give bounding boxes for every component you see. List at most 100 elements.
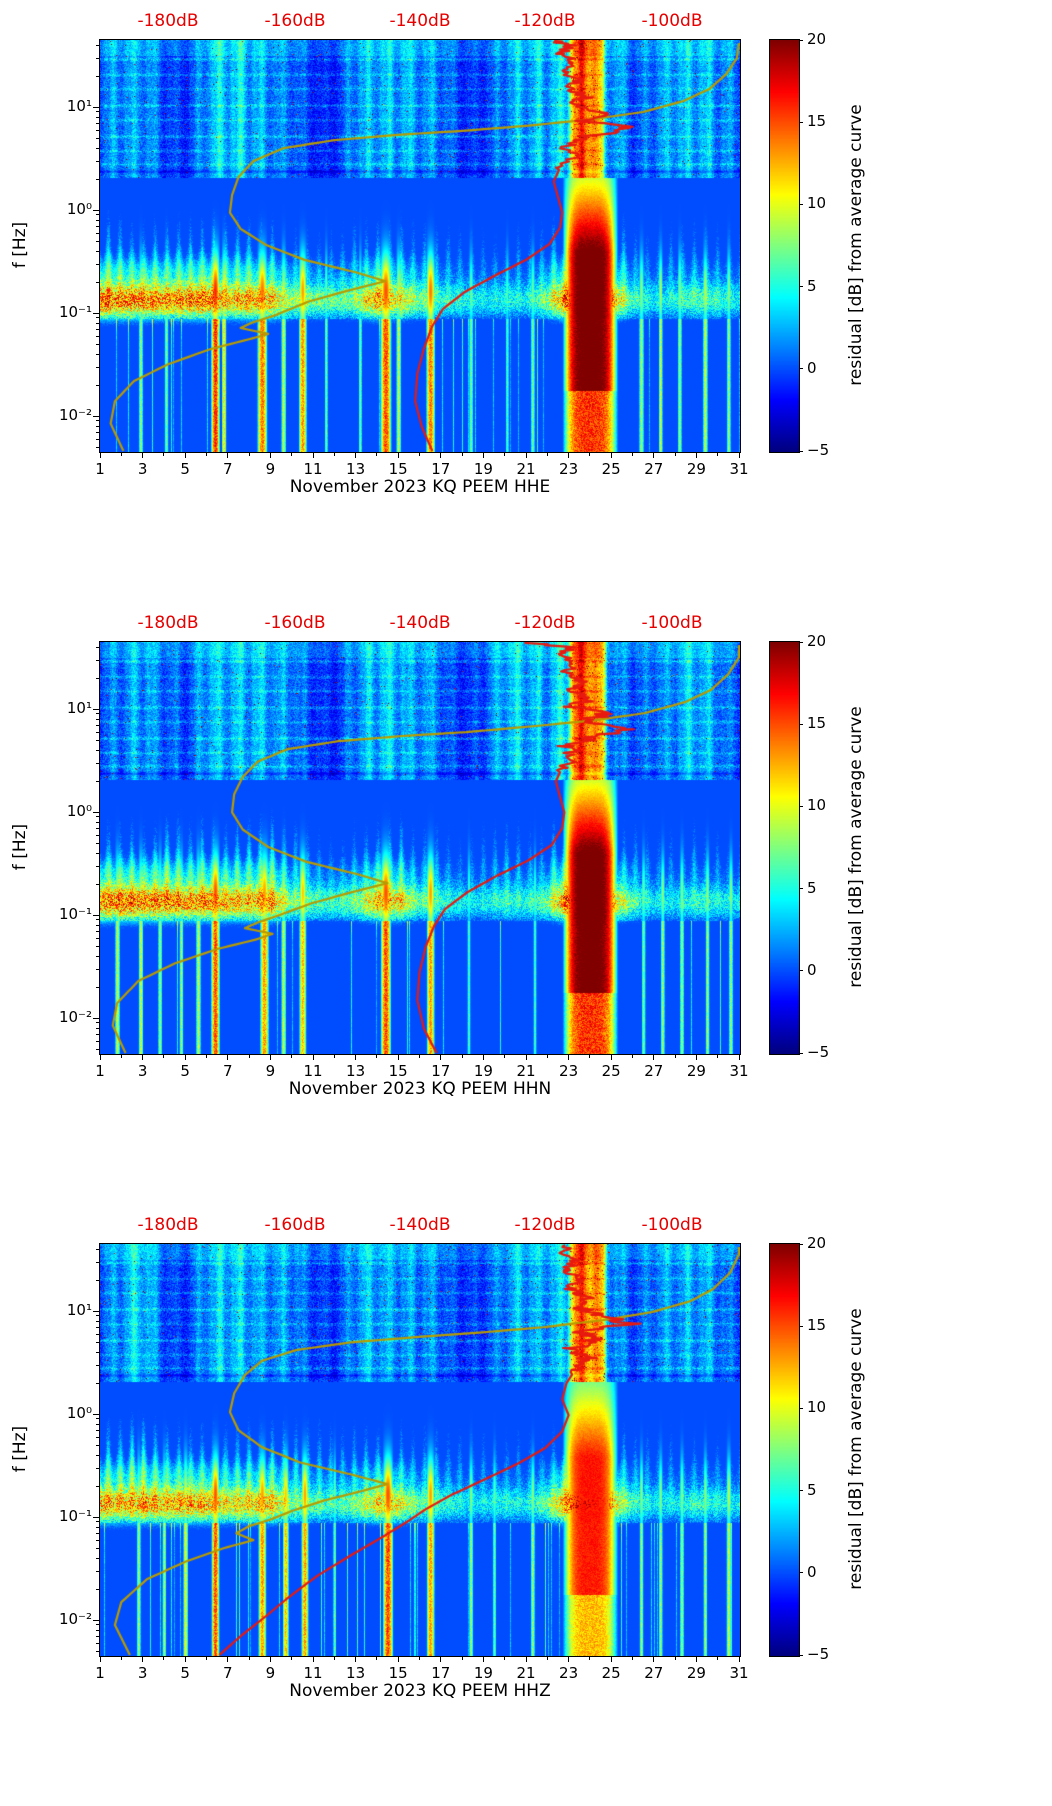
y-tick-label: 10⁰ [66, 200, 92, 218]
colorbar-hhz [769, 1243, 800, 1657]
plot-area-hhn [99, 641, 741, 1055]
x-tick-label: 31 [729, 460, 749, 478]
x-tick-label: 1 [95, 1664, 105, 1682]
x-tick-label: 31 [729, 1664, 749, 1682]
x-tick-label: 11 [303, 1664, 323, 1682]
colorbar-label: residual [dB] from average curve [846, 104, 866, 386]
x-tick-label: 15 [388, 1062, 408, 1080]
colorbar-tick-label: −5 [807, 1043, 830, 1061]
colorbar-gradient [770, 642, 799, 1054]
y-tick-label: 10⁰ [66, 802, 92, 820]
colorbar-label: residual [dB] from average curve [846, 706, 866, 988]
colorbar-tick-label: 10 [807, 1398, 827, 1417]
spectrogram-heatmap-hhe [100, 40, 740, 452]
x-tick-label: 3 [137, 1664, 148, 1682]
x-tick-label: 27 [644, 460, 664, 478]
colorbar-tick-label: 10 [807, 796, 827, 815]
x-tick-label: 29 [686, 460, 706, 478]
x-tick-label: 27 [644, 1062, 664, 1080]
x-tick-label: 13 [346, 1062, 366, 1080]
top-axis-db-label: -100dB [641, 11, 703, 31]
x-tick-label: 9 [265, 460, 276, 478]
x-tick-label: 23 [559, 1664, 579, 1682]
colorbar-gradient [770, 40, 799, 452]
spectrogram-panel-hhz: f [Hz] 10¹ 10⁰ 10⁻¹ 10⁻² -180dB -160dB -… [0, 1204, 1052, 1806]
x-tick-label: 19 [473, 1664, 493, 1682]
x-tick-label: 25 [601, 1664, 621, 1682]
x-tick-label: 11 [303, 460, 323, 478]
y-tick-label: 10⁻² [58, 1008, 92, 1026]
x-tick-label: 9 [265, 1664, 276, 1682]
x-tick-label: 23 [559, 460, 579, 478]
x-tick-label: 31 [729, 1062, 749, 1080]
x-tick-label: 7 [223, 1062, 233, 1080]
colorbar-tick-label: 20 [807, 1234, 827, 1252]
x-tick-label: 29 [686, 1062, 706, 1080]
x-tick-label: 15 [388, 460, 408, 478]
y-tick-label: 10¹ [66, 699, 92, 717]
y-tick-label: 10⁰ [66, 1404, 92, 1422]
x-axis-label-hhn: November 2023 KQ PEEM HHN [288, 1079, 552, 1099]
colorbar-tick-label: 15 [807, 1316, 827, 1335]
y-axis-label: f [Hz] [10, 221, 30, 269]
x-tick-label: 11 [303, 1062, 323, 1080]
x-tick-label: 25 [601, 1062, 621, 1080]
colorbar-tick-label: 20 [807, 632, 827, 650]
x-tick-label: 3 [137, 1062, 148, 1080]
x-tick-label: 21 [516, 460, 536, 478]
spectrogram-panel-hhe: f [Hz] 10¹ 10⁰ 10⁻¹ 10⁻² -180dB -160dB -… [0, 0, 1052, 602]
y-tick-label: 10⁻¹ [58, 303, 92, 321]
x-tick-label: 5 [180, 1664, 190, 1682]
colorbar-tick-label: 5 [807, 276, 817, 295]
x-axis-label-hhz: November 2023 KQ PEEM HHZ [289, 1681, 551, 1701]
colorbar-tick-label: −5 [807, 1645, 830, 1663]
x-tick-label: 13 [346, 460, 366, 478]
x-tick-label: 25 [601, 460, 621, 478]
colorbar-tick-label: 0 [807, 358, 817, 377]
colorbar-tick-label: 0 [807, 1562, 817, 1581]
top-axis-db-label: -180dB [137, 613, 199, 633]
x-tick-label: 27 [644, 1664, 664, 1682]
x-axis-label-hhe: November 2023 KQ PEEM HHE [289, 477, 551, 497]
plot-area-hhz [99, 1243, 741, 1657]
y-tick-label: 10⁻¹ [58, 905, 92, 923]
x-tick-label: 21 [516, 1062, 536, 1080]
x-tick-label: 17 [431, 1664, 451, 1682]
top-axis-db-label: -100dB [641, 1215, 703, 1235]
x-tick-label: 21 [516, 1664, 536, 1682]
top-axis-db-label: -120dB [514, 613, 576, 633]
top-axis-db-label: -140dB [389, 613, 451, 633]
x-tick-label: 23 [559, 1062, 579, 1080]
x-tick-label: 17 [431, 460, 451, 478]
colorbar-gradient [770, 1244, 799, 1656]
top-axis-db-label: -140dB [389, 11, 451, 31]
x-tick-label: 9 [265, 1062, 276, 1080]
x-tick-label: 7 [223, 1664, 233, 1682]
colorbar-tick-label: 5 [807, 1480, 817, 1499]
colorbar-hhn [769, 641, 800, 1055]
top-axis-db-label: -140dB [389, 1215, 451, 1235]
x-tick-label: 17 [431, 1062, 451, 1080]
spectrogram-heatmap-hhz [100, 1244, 740, 1656]
x-tick-label: 13 [346, 1664, 366, 1682]
y-tick-label: 10¹ [66, 97, 92, 115]
y-tick-label: 10¹ [66, 1301, 92, 1319]
top-axis-db-label: -120dB [514, 1215, 576, 1235]
top-axis-db-label: -160dB [264, 11, 326, 31]
y-axis-label: f [Hz] [10, 823, 30, 871]
colorbar-tick-label: 0 [807, 960, 817, 979]
top-axis-db-label: -180dB [137, 11, 199, 31]
colorbar-tick-label: −5 [807, 441, 830, 459]
y-tick-label: 10⁻² [58, 406, 92, 424]
top-axis-db-label: -120dB [514, 11, 576, 31]
x-tick-label: 5 [180, 460, 190, 478]
x-tick-label: 29 [686, 1664, 706, 1682]
colorbar-tick-label: 20 [807, 30, 827, 48]
spectrogram-panel-hhn: f [Hz] 10¹ 10⁰ 10⁻¹ 10⁻² -180dB -160dB -… [0, 602, 1052, 1204]
colorbar-label: residual [dB] from average curve [846, 1308, 866, 1590]
top-axis-db-label: -160dB [264, 1215, 326, 1235]
x-tick-label: 7 [223, 460, 233, 478]
y-tick-label: 10⁻² [58, 1610, 92, 1628]
spectrogram-heatmap-hhn [100, 642, 740, 1054]
colorbar-tick-label: 15 [807, 112, 827, 131]
